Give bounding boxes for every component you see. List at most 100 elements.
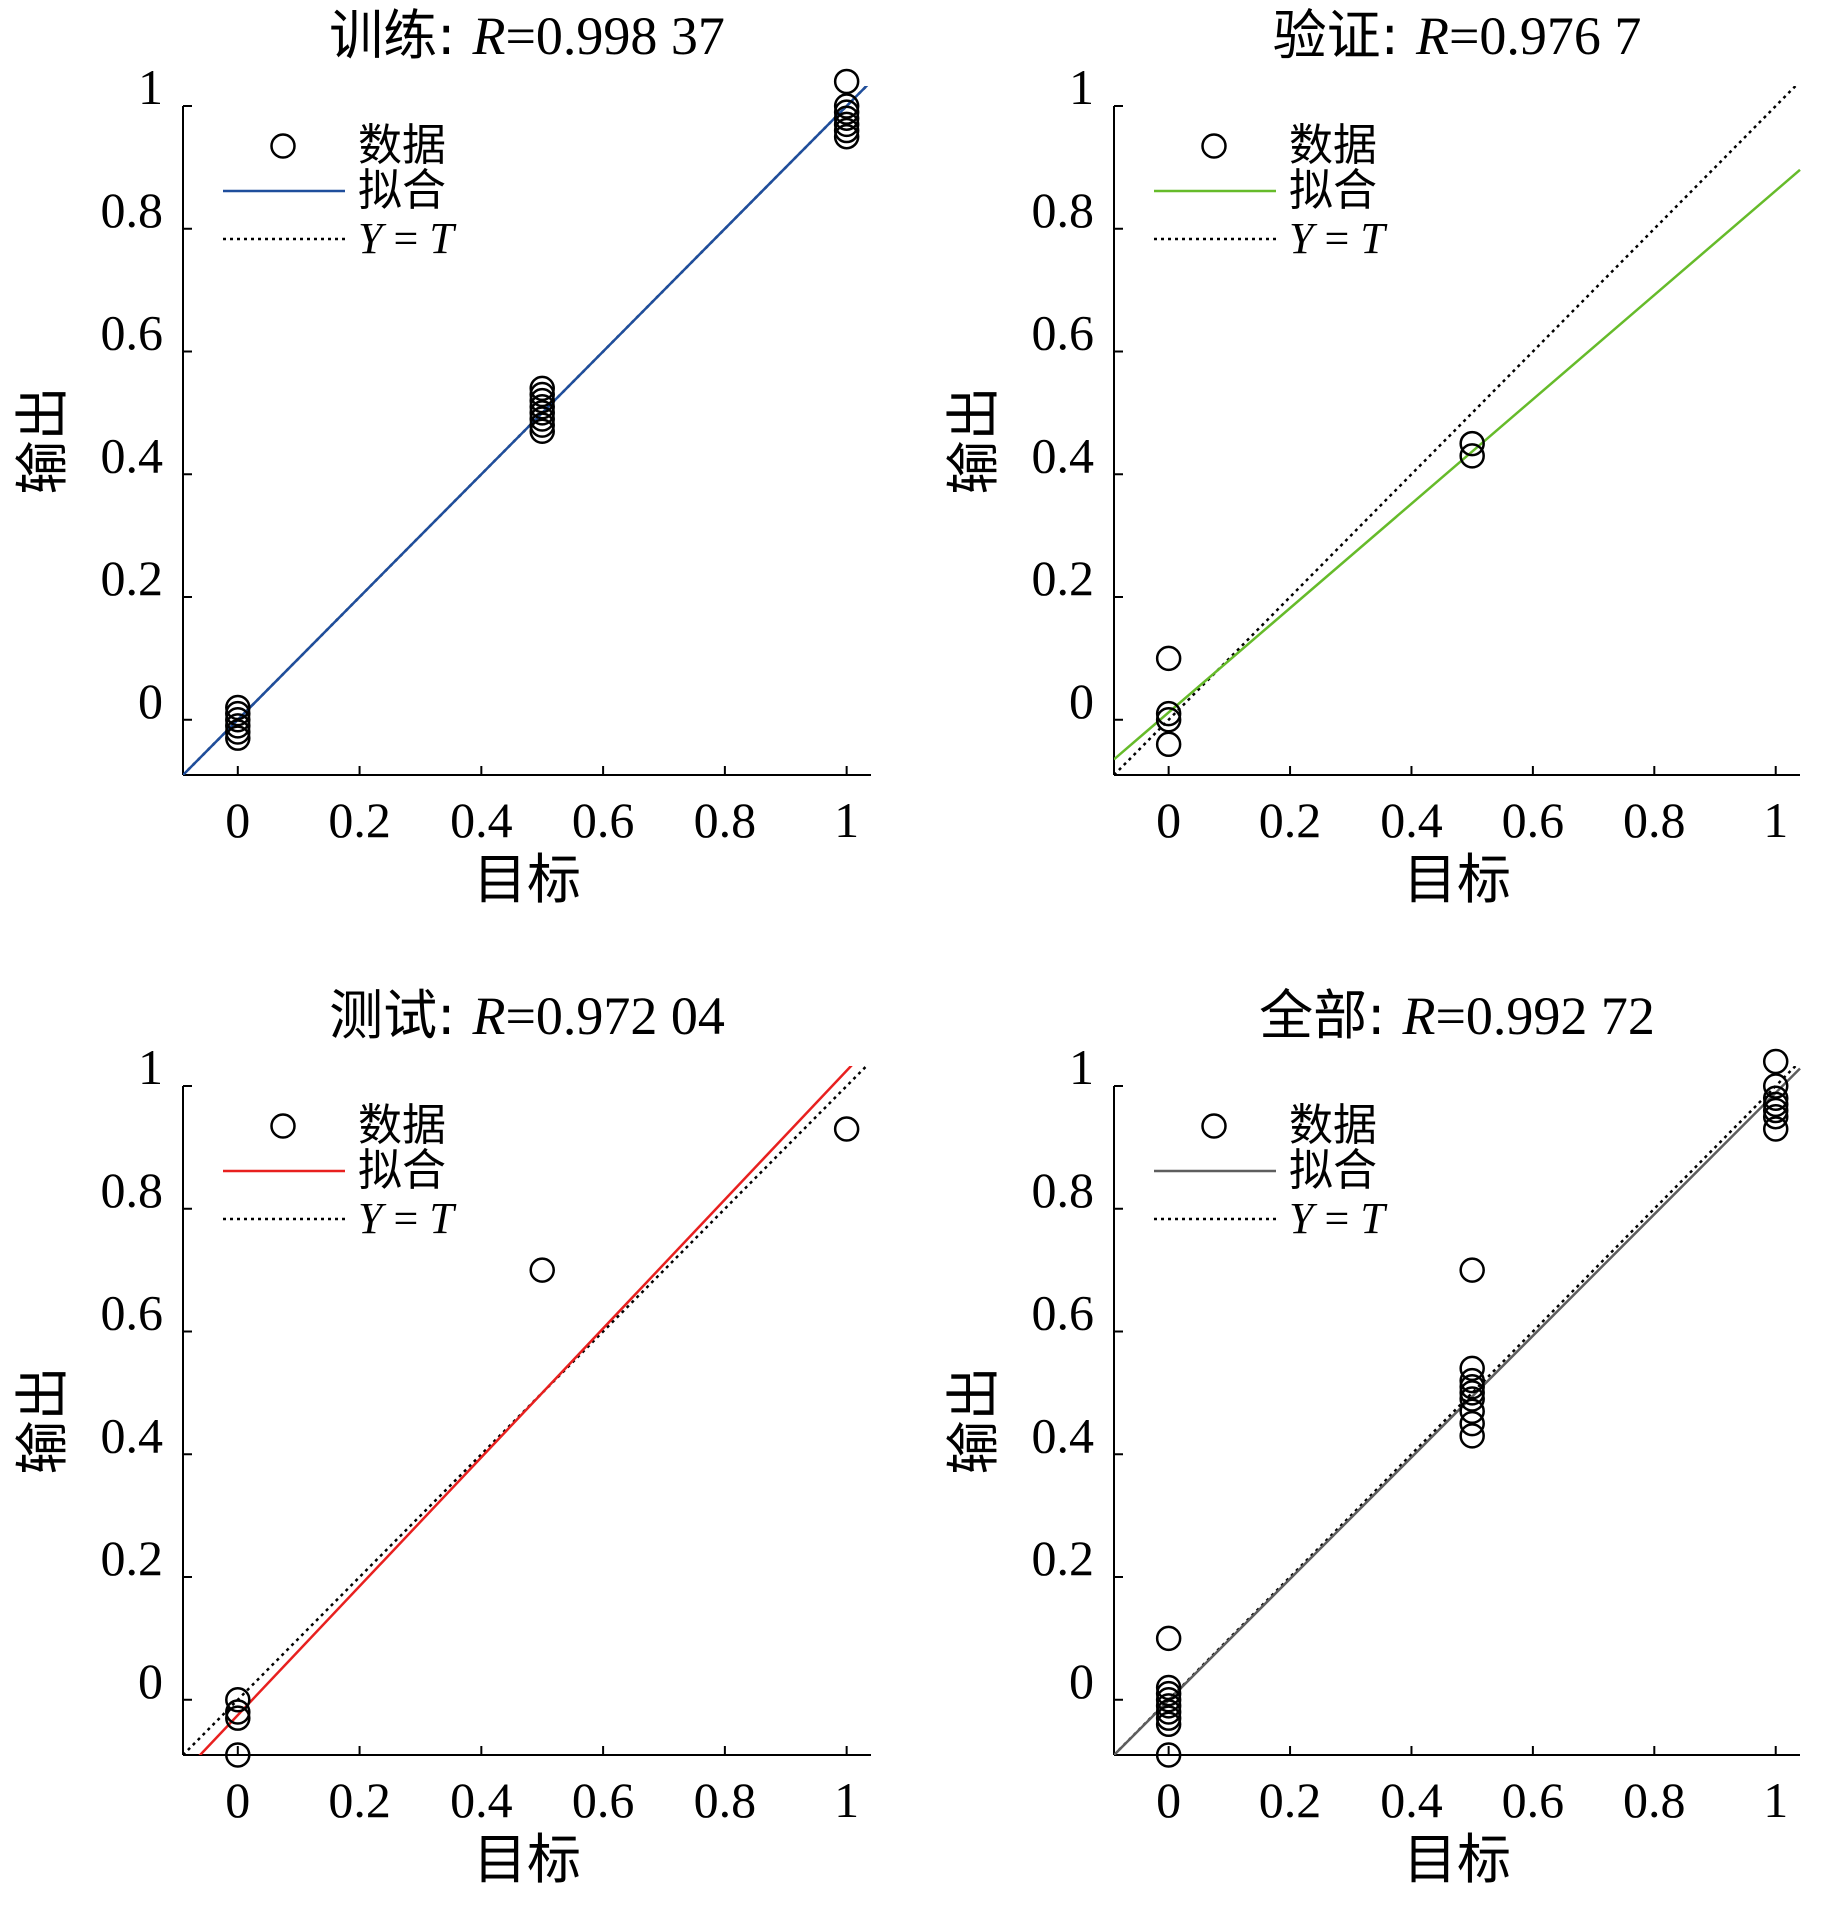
title-r-value: =0.992 72	[1435, 986, 1654, 1046]
data-point	[833, 117, 860, 144]
legend-identity-label: Y = T	[358, 214, 457, 263]
legend-fit-label: 拟合	[358, 1145, 446, 1196]
data-point	[833, 93, 860, 119]
data-point	[529, 412, 555, 438]
data-point	[1459, 1398, 1485, 1425]
data-point	[1762, 1116, 1789, 1142]
title-r-symbol: R	[1401, 986, 1435, 1046]
data-point	[529, 387, 555, 414]
legend-identity-label: Y = T	[1289, 1194, 1388, 1243]
data-point	[1155, 1742, 1182, 1768]
data-point	[833, 111, 860, 138]
y-tick-label: 0	[138, 673, 163, 729]
y-tick-label: 0.4	[1032, 1407, 1095, 1463]
x-tick-label: 1	[834, 792, 859, 848]
x-tick-label: 1	[1763, 1772, 1788, 1828]
data-point	[1762, 1048, 1789, 1075]
data-point	[1762, 1073, 1789, 1099]
data-point	[1155, 731, 1182, 758]
legend-data-marker	[1201, 1113, 1227, 1139]
fit-line	[183, 86, 869, 775]
data-point	[1762, 1091, 1789, 1118]
x-tick-label: 0.6	[1502, 792, 1565, 848]
y-tick-label: 1	[1069, 59, 1094, 115]
chart-title: 全部: R=0.992 72	[1259, 984, 1655, 1047]
data-point	[1762, 1085, 1789, 1112]
data-point	[225, 1705, 251, 1731]
y-tick-label: 1	[138, 1039, 163, 1095]
data-point	[529, 406, 555, 432]
y-tick-label: 0	[1069, 1653, 1094, 1709]
x-axis-label: 目标	[1403, 1828, 1511, 1891]
data-point	[1155, 645, 1182, 672]
data-point	[1155, 1680, 1182, 1707]
data-point	[529, 381, 555, 408]
data-point	[1155, 1625, 1182, 1652]
legend-data-marker	[270, 1113, 296, 1139]
legend-data-label: 数据	[1289, 1100, 1377, 1151]
x-tick-label: 0.2	[1259, 792, 1322, 848]
y-tick-label: 0.4	[101, 1407, 164, 1463]
data-point	[1459, 1373, 1485, 1400]
x-tick-label: 0.4	[450, 792, 513, 848]
x-tick-label: 0.4	[1380, 1772, 1443, 1828]
y-tick-label: 0.8	[101, 182, 164, 238]
chart-panel-3: 测试: R=0.972 04 0 0.2 0.4 0.6 0.8 1 0 0.2 0.4 0.6 0.…	[11, 984, 871, 1891]
y-tick-label: 1	[1069, 1039, 1094, 1095]
data-point	[225, 1687, 251, 1713]
x-tick-label: 0.8	[694, 1772, 757, 1828]
data-point	[1155, 700, 1182, 727]
chart-panel-1: 训练: R=0.998 37 0 0.2 0.4 0.6 0.8 1 0 0.2 0.4 0.6 0.…	[11, 4, 871, 911]
x-tick-label: 0.4	[450, 1772, 513, 1828]
fit-line	[198, 1066, 853, 1755]
legend-fit-label: 拟合	[358, 165, 446, 216]
y-tick-label: 0.8	[1032, 182, 1095, 238]
y-tick-label: 0	[138, 1653, 163, 1709]
x-tick-label: 0.8	[694, 792, 757, 848]
data-point	[1155, 1674, 1182, 1701]
data-point	[1155, 1711, 1182, 1738]
data-point	[833, 1116, 860, 1142]
y-axis-label: 输出	[942, 387, 1005, 495]
data-point	[1762, 1103, 1789, 1130]
data-point	[833, 99, 860, 125]
y-tick-label: 0.2	[101, 550, 164, 606]
data-point	[1155, 1693, 1182, 1719]
data-point	[225, 694, 251, 721]
y-tick-label: 0.2	[1032, 550, 1095, 606]
legend-identity-label: Y = T	[358, 1194, 457, 1243]
x-tick-label: 0.6	[572, 792, 635, 848]
data-point	[1459, 1355, 1485, 1382]
data-point	[833, 68, 860, 95]
data-point	[1459, 1257, 1485, 1283]
x-tick-label: 1	[834, 1772, 859, 1828]
y-axis-label: 输出	[942, 1367, 1005, 1475]
x-axis-label: 目标	[473, 1828, 581, 1891]
data-point	[225, 725, 251, 751]
legend-fit-label: 拟合	[1289, 165, 1377, 216]
legend-data-marker	[270, 133, 296, 159]
title-prefix: 全部:	[1259, 984, 1402, 1047]
y-axis-label: 输出	[11, 387, 74, 495]
fit-line	[1114, 168, 1801, 761]
x-axis-label: 目标	[1403, 848, 1511, 911]
chart-panel-4: 全部: R=0.992 72 0 0.2 0.4 0.6 0.8 1 0 0.2 0.4 0.6 0.…	[942, 984, 1801, 1891]
data-point	[1155, 1699, 1182, 1725]
x-tick-label: 1	[1763, 792, 1788, 848]
data-point	[529, 393, 555, 420]
y-tick-label: 0	[1069, 673, 1094, 729]
data-point	[529, 418, 555, 445]
data-point	[529, 400, 555, 426]
y-axis-label: 输出	[11, 1367, 74, 1475]
data-point	[1459, 1380, 1485, 1406]
title-prefix: 训练:	[329, 4, 472, 67]
x-tick-label: 0.4	[1380, 792, 1443, 848]
data-point	[1459, 443, 1485, 469]
title-r-value: =0.972 04	[505, 986, 724, 1046]
data-point	[225, 719, 251, 745]
y-tick-label: 0.6	[1032, 1285, 1095, 1341]
y-tick-label: 0.6	[101, 1285, 164, 1341]
data-point	[1459, 1410, 1485, 1437]
title-r-symbol: R	[1415, 6, 1449, 66]
